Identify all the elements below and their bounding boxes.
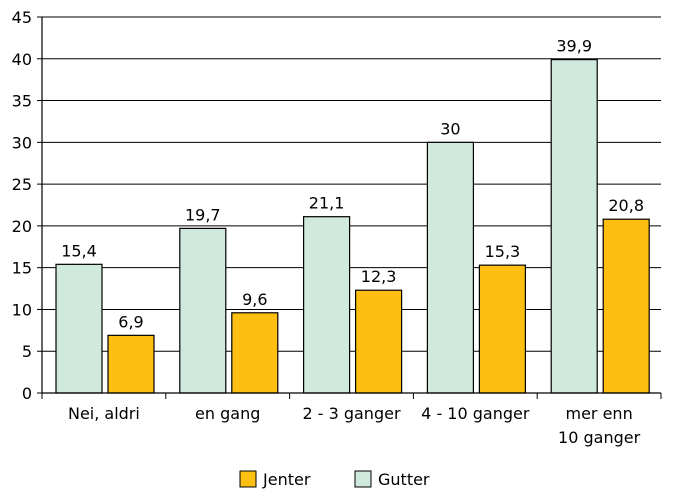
bar-gutter-3 bbox=[426, 141, 474, 394]
bar-jenter-3 bbox=[478, 264, 526, 394]
bar-gutter-2 bbox=[303, 216, 351, 394]
data-label-jenter-1: 9,6 bbox=[242, 290, 267, 309]
legend-label-jenter: Jenter bbox=[262, 470, 311, 489]
y-axis-ticks: 0 5 10 15 20 25 30 35 40 45 bbox=[12, 8, 42, 403]
bars bbox=[55, 59, 650, 394]
gridlines bbox=[42, 16, 661, 352]
legend-swatch-jenter bbox=[239, 470, 257, 488]
data-label-jenter-2: 12,3 bbox=[361, 267, 397, 286]
category-label: en gang bbox=[195, 404, 260, 423]
data-label-gutter-1: 19,7 bbox=[185, 205, 221, 224]
y-tick-label: 20 bbox=[12, 217, 32, 236]
bar-jenter-0 bbox=[107, 334, 155, 394]
legend-label-gutter: Gutter bbox=[378, 470, 430, 489]
data-label-gutter-3: 30 bbox=[440, 119, 460, 138]
category-label: 10 ganger bbox=[558, 428, 641, 447]
y-tick-label: 35 bbox=[12, 92, 32, 111]
bar-jenter-1 bbox=[231, 312, 279, 394]
y-tick-label: 45 bbox=[12, 8, 32, 27]
y-tick-label: 10 bbox=[12, 300, 32, 319]
bar-gutter-4 bbox=[550, 59, 598, 394]
bar-jenter-2 bbox=[355, 289, 403, 394]
category-label: 4 - 10 ganger bbox=[421, 404, 530, 423]
data-labels: 15,4 19,7 21,1 30 39,9 6,9 9,6 12,3 15,3 20,8 bbox=[61, 37, 644, 332]
bar-jenter-4 bbox=[602, 218, 650, 394]
y-tick-label: 40 bbox=[12, 50, 32, 69]
legend-swatch-gutter bbox=[354, 470, 372, 488]
x-axis-categories: Nei, aldri en gang 2 - 3 ganger 4 - 10 gang… bbox=[68, 404, 641, 447]
y-tick-label: 25 bbox=[12, 175, 32, 194]
y-tick-label: 5 bbox=[22, 342, 32, 361]
data-label-jenter-4: 20,8 bbox=[608, 196, 644, 215]
bar-gutter-0 bbox=[55, 263, 103, 394]
y-tick-label: 15 bbox=[12, 259, 32, 278]
data-label-jenter-0: 6,9 bbox=[118, 312, 143, 331]
bar-gutter-1 bbox=[179, 227, 227, 394]
axes bbox=[41, 17, 662, 399]
legend: Jenter Gutter bbox=[239, 470, 430, 489]
data-label-gutter-4: 39,9 bbox=[556, 37, 592, 56]
data-label-jenter-3: 15,3 bbox=[485, 242, 521, 261]
data-label-gutter-2: 21,1 bbox=[309, 194, 345, 213]
data-label-gutter-0: 15,4 bbox=[61, 241, 97, 260]
y-tick-label: 30 bbox=[12, 133, 32, 152]
category-label: Nei, aldri bbox=[68, 404, 140, 423]
y-tick-label: 0 bbox=[22, 384, 32, 403]
category-label: mer enn bbox=[565, 404, 632, 423]
category-label: 2 - 3 ganger bbox=[302, 404, 400, 423]
